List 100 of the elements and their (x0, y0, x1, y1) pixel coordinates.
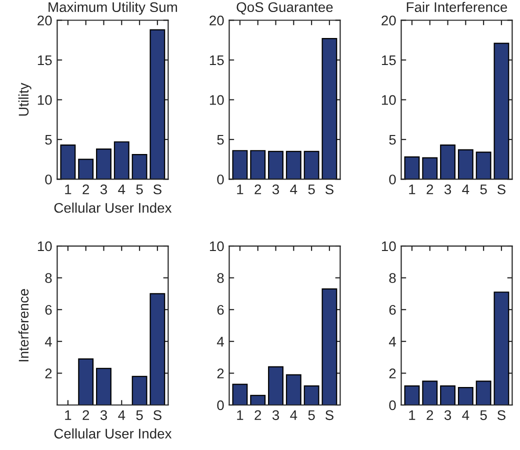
y-tick-label: 20 (382, 16, 396, 26)
x-tick-label: 1 (237, 410, 244, 420)
x-tick-label: 2 (254, 184, 262, 194)
y-axis-title: Interference (18, 289, 29, 362)
y-tick-label: 6 (217, 304, 224, 315)
x-tick-label: S (153, 410, 162, 420)
bar (150, 29, 166, 180)
y-tick-label: 4 (388, 336, 396, 346)
bar (304, 150, 320, 180)
bar (304, 385, 320, 405)
bar (322, 38, 338, 180)
bar (322, 288, 338, 405)
y-tick-label: 10 (210, 95, 224, 105)
x-tick-label: 1 (65, 184, 72, 194)
bar (250, 150, 266, 180)
x-tick-label: 1 (65, 410, 72, 420)
x-tick-label: 1 (409, 410, 416, 420)
bar (232, 384, 248, 405)
x-axis-title: Cellular User Index (54, 202, 172, 213)
x-tick-label: 3 (444, 184, 452, 194)
chart-title: Maximum Utility Sum (48, 2, 177, 15)
y-tick-label: 10 (382, 241, 396, 252)
x-tick-label: S (325, 410, 334, 420)
bar (268, 150, 284, 180)
x-tick-label: 5 (480, 184, 487, 194)
x-tick-label: 4 (290, 410, 298, 420)
y-tick-label: 10 (38, 95, 52, 105)
chart-title: QoS Guarantee (236, 2, 333, 15)
x-tick-label: 4 (462, 184, 470, 194)
x-tick-label: 2 (82, 410, 90, 420)
bar (440, 144, 456, 180)
y-tick-label: 2 (45, 368, 52, 378)
x-tick-label: 4 (118, 410, 126, 420)
y-tick-label: 6 (45, 304, 52, 315)
y-tick-label: 5 (217, 134, 224, 145)
bar (404, 385, 420, 405)
x-tick-label: 5 (480, 410, 487, 420)
x-tick-label: S (153, 184, 162, 194)
bar (422, 380, 438, 405)
bar (150, 293, 166, 405)
bar (60, 144, 76, 180)
x-tick-label: S (325, 184, 334, 194)
y-tick-label: 0 (389, 174, 396, 184)
x-axis-title: Cellular User Index (54, 428, 172, 439)
x-tick-label: 2 (426, 410, 434, 420)
x-tick-label: 4 (118, 184, 126, 194)
x-tick-label: 4 (462, 410, 470, 420)
bar (476, 152, 492, 180)
x-tick-label: 3 (272, 410, 279, 420)
bar (78, 158, 94, 180)
x-tick-label: 5 (136, 184, 143, 194)
y-tick-label: 0 (45, 174, 52, 184)
y-tick-label: 2 (389, 368, 396, 378)
x-tick-label: 3 (444, 410, 452, 420)
bar (422, 157, 438, 180)
x-tick-label: 5 (308, 410, 315, 420)
bar (404, 156, 420, 180)
y-tick-label: 0 (217, 400, 224, 410)
y-tick-label: 10 (38, 241, 52, 252)
y-tick-label: 5 (45, 134, 52, 145)
bar (458, 386, 474, 405)
y-axis-title: Utility (18, 82, 32, 116)
bar (232, 150, 248, 180)
x-tick-label: 3 (272, 184, 279, 194)
bar (78, 358, 94, 405)
x-tick-label: 3 (100, 184, 107, 194)
y-tick-label: 6 (389, 304, 396, 315)
x-tick-label: 5 (136, 410, 143, 420)
y-tick-label: 8 (217, 273, 224, 283)
x-tick-label: 3 (100, 410, 107, 420)
y-tick-label: 4 (216, 336, 224, 346)
x-tick-label: 5 (308, 184, 315, 194)
x-tick-label: S (497, 410, 506, 420)
y-tick-label: 20 (210, 16, 224, 26)
y-tick-label: 10 (382, 95, 396, 105)
chart-title: Fair Interference (406, 2, 508, 12)
y-tick-label: 10 (210, 241, 224, 252)
bar (286, 150, 302, 180)
x-tick-label: 2 (82, 184, 90, 194)
bar (476, 380, 492, 405)
y-tick-label: 5 (389, 134, 396, 145)
bar (132, 376, 148, 405)
bar (268, 366, 284, 405)
y-tick-label: 8 (389, 273, 396, 283)
bar (494, 42, 510, 180)
bar (286, 374, 302, 405)
bar (96, 148, 112, 180)
bar (440, 385, 456, 405)
bar (114, 141, 130, 180)
bar (132, 154, 148, 180)
y-tick-label: 4 (44, 336, 52, 346)
x-tick-label: 1 (409, 184, 416, 194)
x-tick-label: 1 (237, 184, 244, 194)
y-tick-label: 8 (45, 273, 52, 283)
y-tick-label: 15 (38, 55, 52, 66)
y-tick-label: 15 (382, 55, 396, 66)
x-tick-label: 2 (426, 184, 434, 194)
bar (458, 149, 474, 180)
x-tick-label: S (497, 184, 506, 194)
y-tick-label: 15 (210, 55, 224, 66)
